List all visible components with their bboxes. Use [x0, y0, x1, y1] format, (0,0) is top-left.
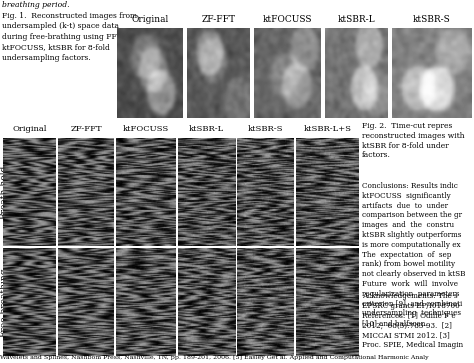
Text: Conclusions: Results indic
ktFOCUSS  significantly
artifacts  due  to  under
com: Conclusions: Results indic ktFOCUSS sign…	[362, 182, 465, 327]
Text: ktSBR-S: ktSBR-S	[413, 16, 451, 24]
Text: Free-breathing: Free-breathing	[0, 267, 9, 337]
Text: breathing period.: breathing period.	[2, 1, 70, 9]
Text: Original: Original	[131, 16, 169, 24]
Text: Wavelets and Splines, Nashbom Press, Nashville, TN, pp. 189-201, 2006. [5] Easle: Wavelets and Splines, Nashbom Press, Nas…	[0, 355, 428, 360]
Text: ktFOCUSS: ktFOCUSS	[123, 125, 169, 133]
Text: Breath-hold: Breath-hold	[0, 165, 9, 219]
Text: ZF-FFT: ZF-FFT	[201, 16, 236, 24]
Text: Original: Original	[12, 125, 47, 133]
Text: Fig. 2.  Time-cut repres
reconstructed images with
ktSBR for 8-fold under
factor: Fig. 2. Time-cut repres reconstructed im…	[362, 122, 465, 159]
Text: ZF-FFT: ZF-FFT	[70, 125, 102, 133]
Text: Fig. 1.  Reconstructed images from
undersampled (k-t) space data
during free-bra: Fig. 1. Reconstructed images from unders…	[2, 12, 137, 62]
Text: ktFOCUSS: ktFOCUSS	[263, 16, 312, 24]
Text: ktSBR-L: ktSBR-L	[189, 125, 224, 133]
Text: ktSBR-S: ktSBR-S	[248, 125, 283, 133]
Text: ktSBR-L+S: ktSBR-L+S	[303, 125, 352, 133]
Text: ktSBR-L: ktSBR-L	[337, 16, 375, 24]
Text: Acknowledgements: The s
EPSRC grants EP/I018700
References: [1] Odille F e
2012;: Acknowledgements: The s EPSRC grants EP/…	[362, 292, 463, 349]
